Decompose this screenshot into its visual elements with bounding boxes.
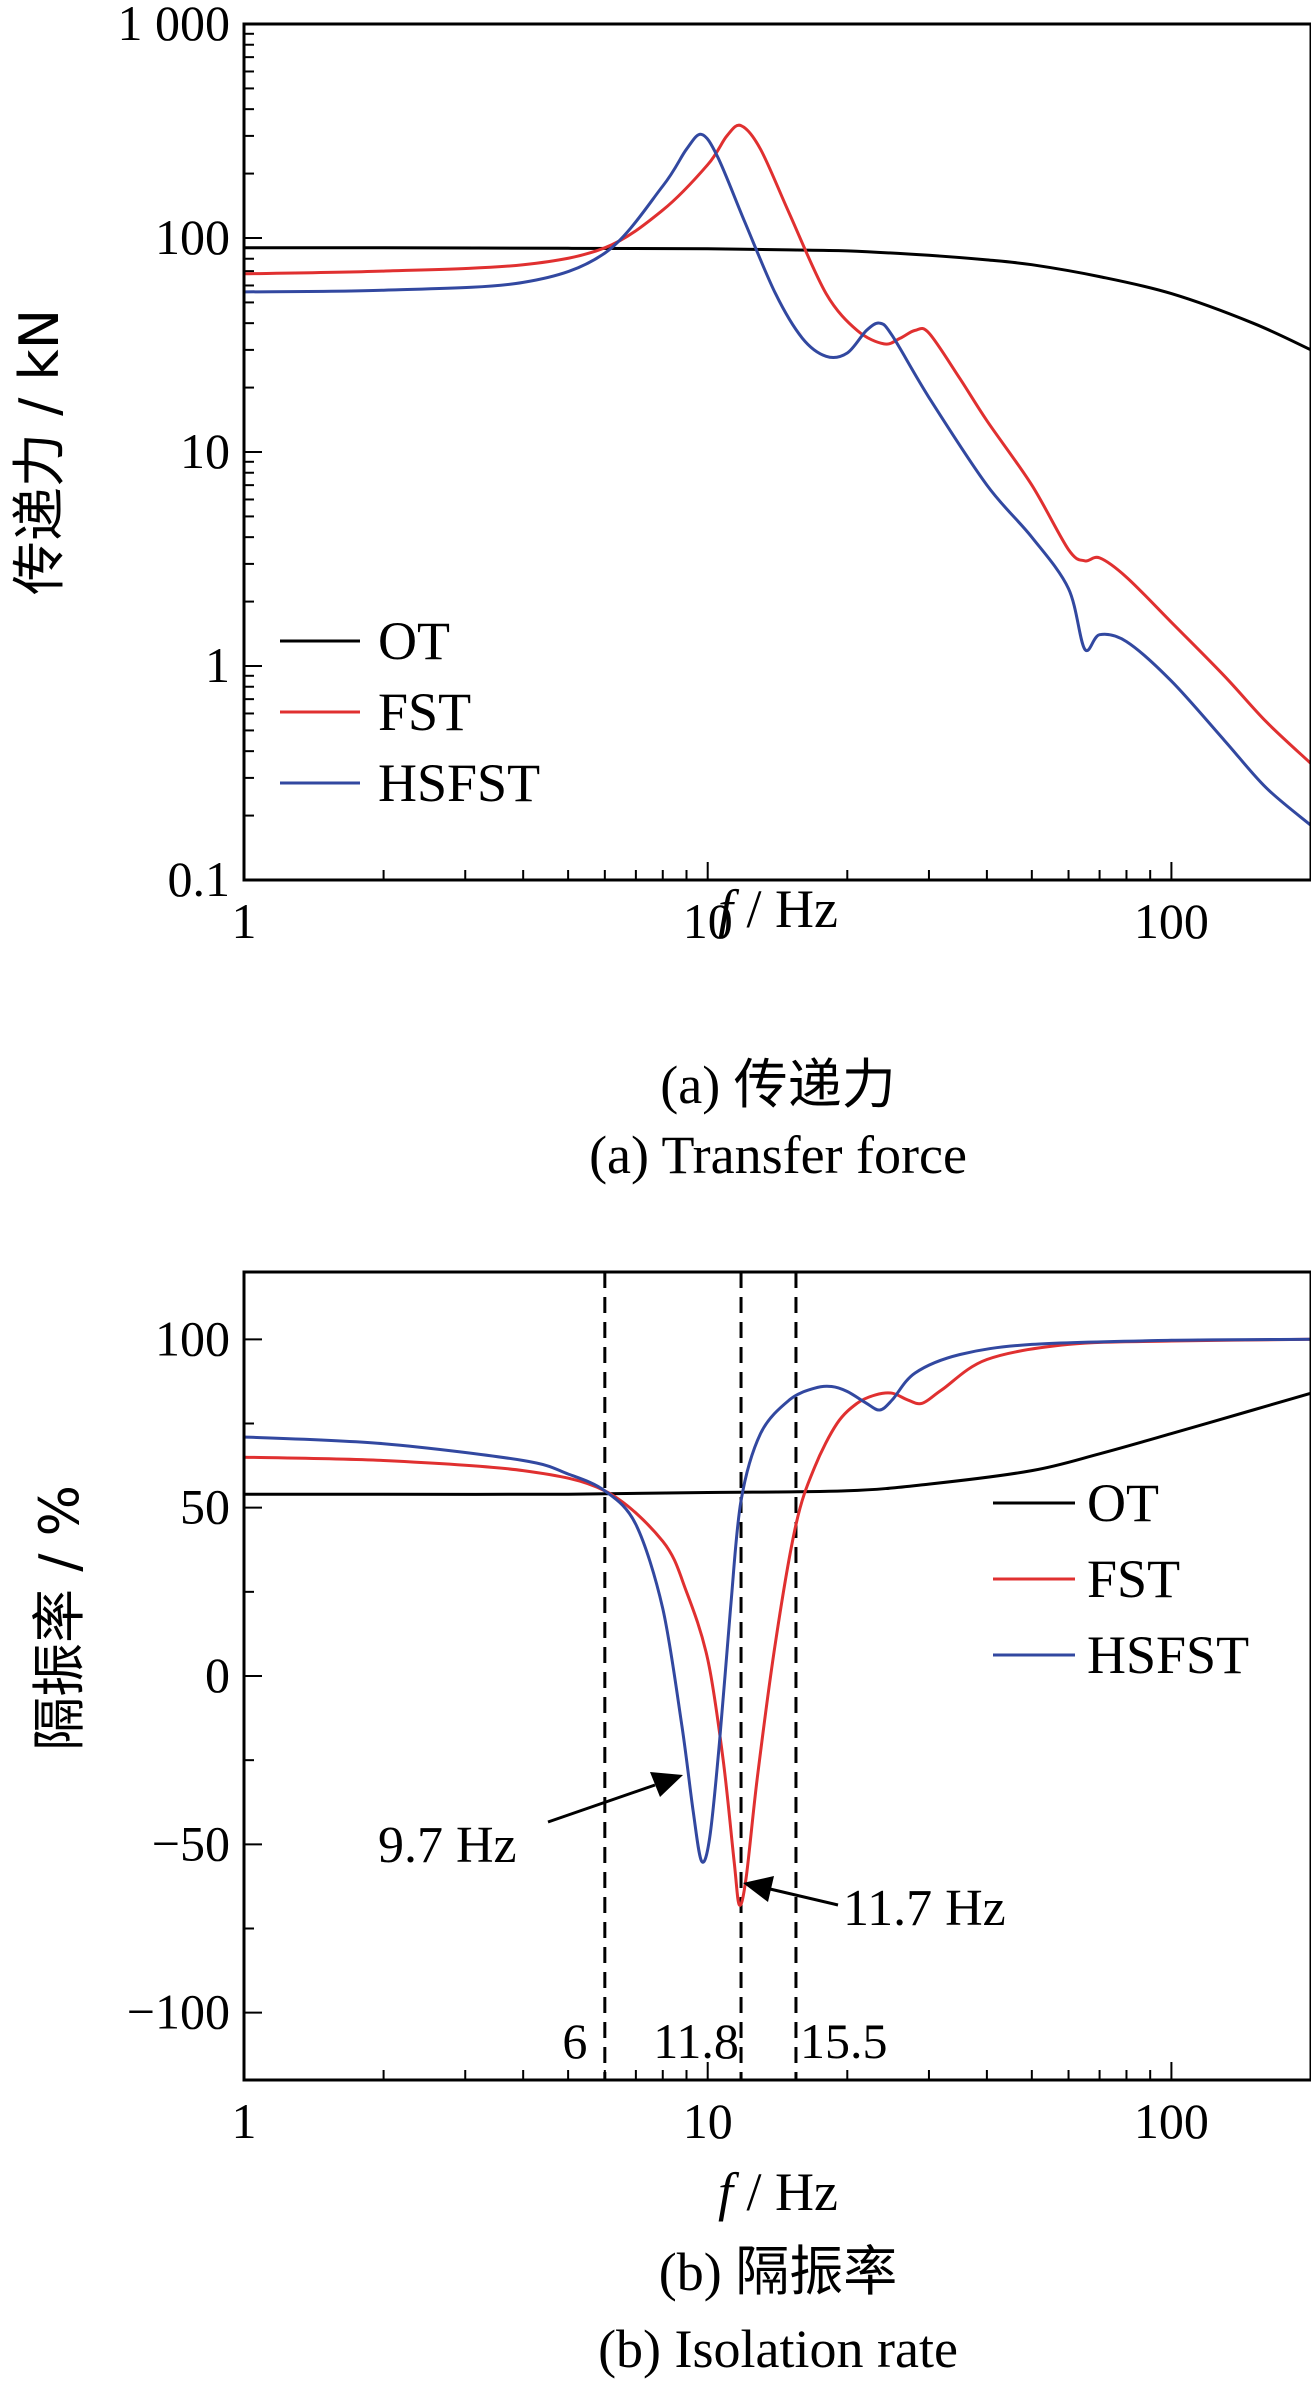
legend-label-ot: OT (378, 611, 450, 671)
annotation-arrow-11-7hz (769, 1887, 839, 1907)
legend-label-fst: FST (378, 682, 471, 742)
series-line-hsfst (243, 132, 1311, 827)
x-tick-label: 10 (683, 2093, 733, 2149)
panel-b-y-tick-labels: −100 −50 0 50 100 (127, 1310, 230, 2039)
panel-b-x-tick-labels: 1 10 100 (232, 2093, 1209, 2149)
legend-label-fst: FST (1087, 1549, 1180, 1609)
panel-a-x-tick-labels: 1 10 100 (232, 893, 1209, 949)
y-tick-label: 1 (205, 637, 230, 693)
y-tick-label: −50 (152, 1815, 230, 1871)
legend-label-hsfst: HSFST (378, 753, 540, 813)
panel-a-series (243, 123, 1311, 827)
panel-b-reference-lines (603, 1272, 798, 2080)
y-tick-label: 0 (205, 1647, 230, 1703)
y-tick-label: −100 (127, 1984, 230, 2040)
legend-label-ot: OT (1087, 1473, 1159, 1533)
panel-b-reference-line-labels: 6 11.8 15.5 (562, 2013, 887, 2069)
x-tick-label: 10 (683, 893, 733, 949)
series-line-ot (244, 1391, 1311, 1496)
reference-line-label: 11.8 (653, 2013, 739, 2069)
series-line-ot (243, 246, 1311, 352)
y-tick-label: 10 (180, 423, 230, 479)
panel-b-caption-en: (b) Isolation rate (598, 2319, 958, 2379)
x-tick-label: 1 (232, 893, 257, 949)
panel-a-y-tick-labels: 0.1 1 10 100 1 000 (118, 0, 231, 907)
y-tick-label: 100 (155, 1310, 230, 1366)
panel-b-annotation-9-7hz: 9.7 Hz (378, 1772, 683, 1874)
panel-a-legend: OT FST HSFST (280, 611, 540, 813)
annotation-label-11-7hz: 11.7 Hz (843, 1880, 1006, 1937)
panel-b-annotation-11-7hz: 11.7 Hz (743, 1876, 1006, 1937)
panel-b-caption-cn: (b) 隔振率 (659, 2242, 897, 2302)
y-tick-label: 50 (180, 1479, 230, 1535)
y-tick-label: 1 000 (118, 0, 231, 51)
y-tick-label: 100 (155, 209, 230, 265)
panel-a-caption-en: (a) Transfer force (589, 1125, 967, 1185)
panel-a-ticks (243, 23, 1311, 881)
panel-a-plot-frame (242, 22, 1311, 882)
panel-a-caption-cn: (a) 传递力 (660, 1055, 895, 1115)
x-tick-label: 1 (232, 2093, 257, 2149)
reference-line-label: 15.5 (800, 2013, 888, 2069)
panel-b-series (243, 1337, 1311, 1907)
series-line-hsfst (243, 1337, 1311, 1864)
annotation-arrowhead-11-7hz (743, 1876, 774, 1902)
panel-b-x-axis-label: f / Hz (718, 2162, 838, 2222)
annotation-arrowhead-9-7hz (650, 1772, 683, 1797)
panel-b-y-axis-label: 隔振率 / % (28, 1485, 91, 1751)
series-line-fst (243, 123, 1311, 765)
panel-a-y-axis-label: 传递力 / kN (8, 309, 71, 595)
panel-b-legend: OT FST HSFST (993, 1473, 1249, 1685)
panel-a-x-axis-label: f / Hz (718, 879, 838, 939)
panel-b-plot-frame (242, 1270, 1311, 2082)
reference-line-label: 6 (562, 2013, 587, 2069)
annotation-arrow-9-7hz (547, 1783, 656, 1824)
series-line-fst (243, 1337, 1311, 1907)
x-tick-label: 100 (1134, 893, 1209, 949)
legend-label-hsfst: HSFST (1087, 1625, 1249, 1685)
panel-b-ticks (243, 1338, 1311, 2080)
panel-b-isolation-rate: −100 −50 0 50 100 1 10 100 6 11.8 15.5 OT FST HS… (28, 1270, 1311, 2379)
annotation-label-9-7hz: 9.7 Hz (378, 1817, 517, 1874)
y-tick-label: 0.1 (168, 851, 231, 907)
x-tick-label: 100 (1134, 2093, 1209, 2149)
